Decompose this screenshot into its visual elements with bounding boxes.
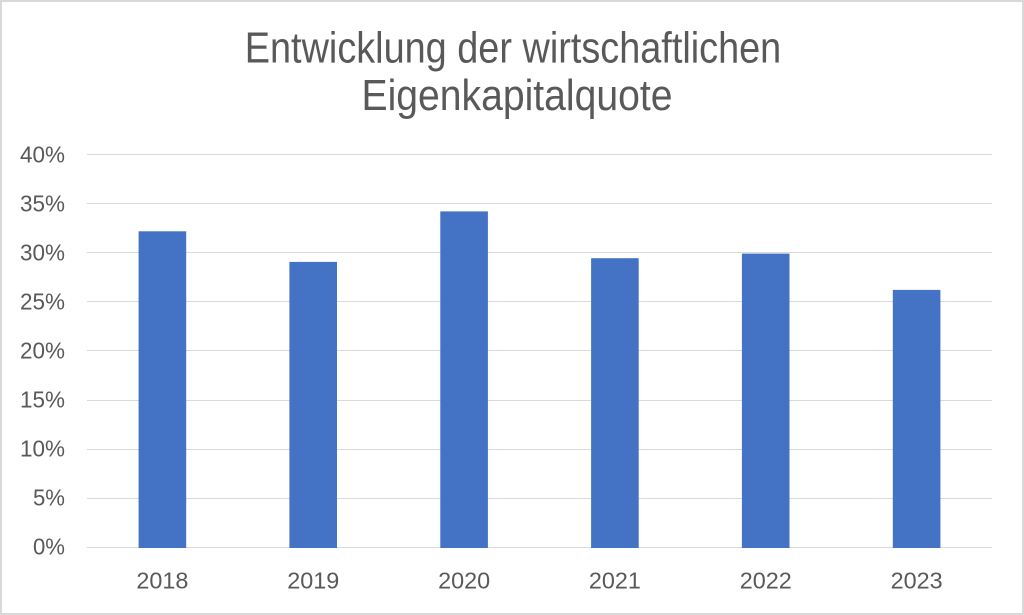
svg-text:40%: 40% <box>20 141 65 167</box>
svg-text:25%: 25% <box>20 288 65 314</box>
svg-text:15%: 15% <box>20 386 65 412</box>
svg-text:35%: 35% <box>20 190 65 216</box>
svg-text:2020: 2020 <box>438 568 490 594</box>
svg-text:2019: 2019 <box>287 568 339 594</box>
svg-text:Entwicklung der wirtschaftlich: Entwicklung der wirtschaftlichen <box>245 25 782 73</box>
svg-text:2022: 2022 <box>740 568 792 594</box>
svg-text:10%: 10% <box>20 435 65 461</box>
svg-text:5%: 5% <box>33 484 65 510</box>
svg-text:30%: 30% <box>20 239 65 265</box>
svg-text:2018: 2018 <box>136 568 188 594</box>
svg-text:Eigenkapitalquote: Eigenkapitalquote <box>362 72 673 120</box>
svg-text:20%: 20% <box>20 337 65 363</box>
svg-text:0%: 0% <box>33 533 65 559</box>
svg-text:2021: 2021 <box>589 568 641 594</box>
svg-text:2023: 2023 <box>891 568 943 594</box>
